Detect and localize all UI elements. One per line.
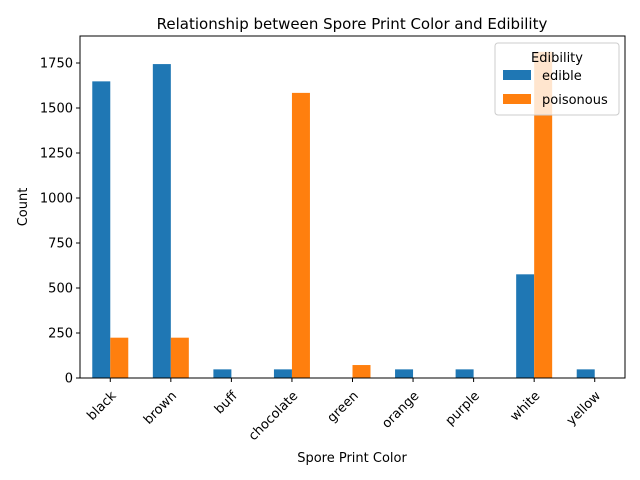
y-tick-label: 1500 [40, 102, 73, 117]
y-axis-label: Count [16, 188, 31, 227]
y-tick-label: 1000 [40, 192, 73, 207]
x-tick-label-buff: buff [212, 388, 241, 417]
bar-edible-yellow [576, 369, 595, 378]
bar-edible-white [516, 274, 535, 378]
y-tick-label: 1750 [40, 57, 73, 72]
y-tick-label: 500 [48, 282, 73, 297]
legend: Edibility edible poisonous [494, 42, 620, 116]
y-tick-label: 0 [65, 372, 73, 387]
x-tick-label-brown: brown [141, 389, 180, 428]
x-tick-label-yellow: yellow [564, 388, 604, 428]
bars-group [92, 51, 595, 379]
y-axis: 0 250 500 750 1000 1250 1500 1750 [40, 57, 80, 387]
x-axis-label: Spore Print Color [297, 451, 407, 466]
legend-title: Edibility [531, 51, 583, 66]
bar-edible-purple [455, 369, 474, 378]
legend-label-edible: edible [542, 69, 582, 84]
bar-edible-black [92, 81, 111, 379]
legend-swatch-edible [503, 70, 531, 80]
x-axis: black brown buff chocolate green orange purple… [85, 378, 604, 444]
y-tick-label: 250 [48, 327, 73, 342]
x-tick-label-chocolate: chocolate [246, 389, 301, 444]
x-tick-label-white: white [508, 389, 544, 425]
y-tick-label: 750 [48, 237, 73, 252]
bar-edible-buff [213, 369, 232, 378]
bar-edible-chocolate [273, 369, 292, 378]
x-tick-label-black: black [85, 388, 120, 423]
chart-title: Relationship between Spore Print Color a… [157, 15, 548, 33]
bar-poisonous-chocolate [291, 92, 310, 378]
bar-edible-brown [152, 64, 171, 378]
legend-swatch-poisonous [503, 94, 531, 104]
x-tick-label-purple: purple [443, 389, 483, 429]
bar-poisonous-white [534, 51, 553, 379]
bar-edible-orange [395, 369, 414, 378]
x-tick-label-green: green [325, 389, 362, 426]
x-tick-label-orange: orange [379, 389, 422, 432]
bar-poisonous-black [110, 337, 129, 378]
bar-poisonous-brown [170, 337, 189, 378]
legend-label-poisonous: poisonous [542, 93, 608, 108]
y-tick-label: 1250 [40, 147, 73, 162]
bar-poisonous-green [352, 365, 371, 378]
